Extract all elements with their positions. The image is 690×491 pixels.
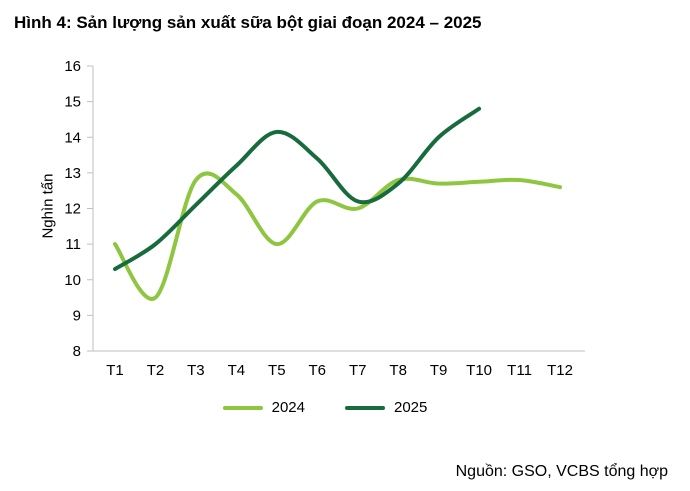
svg-text:T8: T8 <box>389 362 407 379</box>
chart-area: Nghìn tấn 8 9 10 11 12 13 14 15 16 T1 T2 T3 T4 T5 T6 T7… <box>0 36 690 391</box>
svg-text:11: 11 <box>65 236 81 253</box>
svg-text:9: 9 <box>73 307 81 324</box>
legend-label-2024: 2024 <box>271 399 305 417</box>
svg-text:T3: T3 <box>187 362 205 379</box>
svg-text:T6: T6 <box>309 362 327 379</box>
series-2024-line <box>113 171 562 301</box>
svg-text:T5: T5 <box>268 362 286 379</box>
svg-text:T11: T11 <box>507 362 532 379</box>
source-note: Nguồn: GSO, VCBS tổng hợp <box>455 463 668 480</box>
svg-text:T4: T4 <box>228 362 246 379</box>
svg-text:13: 13 <box>64 165 81 182</box>
svg-text:T12: T12 <box>547 362 573 379</box>
chart-title: Hình 4: Sản lượng sản xuất sữa bột giai … <box>14 13 482 32</box>
legend-label-2025: 2025 <box>394 399 428 417</box>
legend-swatch-2024 <box>222 405 263 410</box>
svg-text:8: 8 <box>73 343 81 360</box>
svg-text:T2: T2 <box>147 362 165 379</box>
svg-text:T1: T1 <box>106 362 124 379</box>
series-2025-line <box>113 106 482 272</box>
y-tick-labels: 8 9 10 11 12 13 14 15 16 <box>64 58 93 360</box>
svg-text:T9: T9 <box>430 362 448 379</box>
svg-text:12: 12 <box>64 201 81 218</box>
svg-text:10: 10 <box>64 272 81 289</box>
svg-text:16: 16 <box>64 58 81 75</box>
svg-text:15: 15 <box>64 94 81 111</box>
svg-text:T7: T7 <box>349 362 367 379</box>
line-chart: 8 9 10 11 12 13 14 15 16 T1 T2 T3 T4 T5 T6 T7 T8 T9 T10 T11… <box>64 58 585 379</box>
svg-text:14: 14 <box>64 129 81 146</box>
y-axis-title: Nghìn tấn <box>39 173 57 240</box>
svg-text:T10: T10 <box>466 362 492 379</box>
legend-swatch-2025 <box>345 405 385 410</box>
x-tick-labels: T1 T2 T3 T4 T5 T6 T7 T8 T9 T10 T11 T12 <box>106 362 573 379</box>
legend-item-2025: 2025 <box>345 399 427 416</box>
legend-item-2024: 2024 <box>222 399 305 417</box>
axes <box>92 66 585 352</box>
chart-legend: 2024 2025 <box>0 399 690 416</box>
